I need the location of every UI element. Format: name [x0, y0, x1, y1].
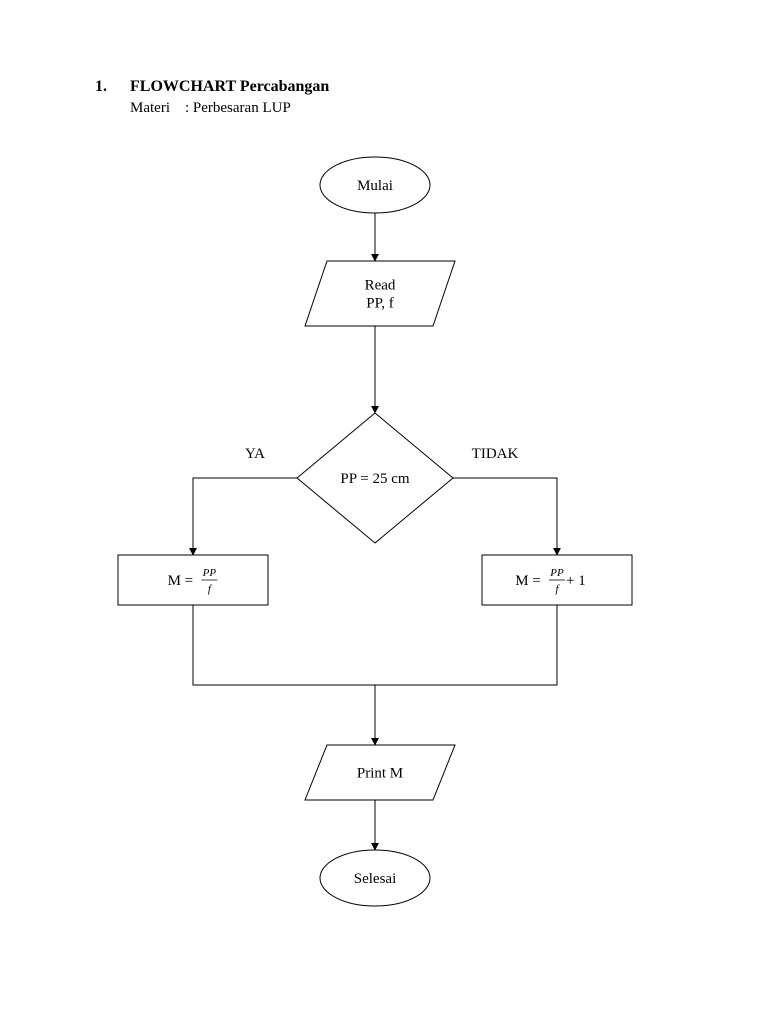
- svg-text:Print M: Print M: [357, 766, 403, 782]
- node-procL: M = PPf: [118, 555, 268, 605]
- branch-label-no: TIDAK: [472, 446, 519, 462]
- branch-label-yes: YA: [245, 446, 265, 462]
- svg-text:PP, f: PP, f: [366, 296, 394, 312]
- node-print: Print M: [305, 745, 455, 800]
- node-read: Read PP, f: [305, 261, 455, 326]
- svg-text:+ 1: + 1: [566, 573, 586, 589]
- edge: [453, 478, 557, 555]
- page: 1. FLOWCHART Percabangan Materi : Perbes…: [0, 0, 768, 1024]
- svg-text:PP: PP: [202, 567, 217, 579]
- node-end: Selesai: [320, 850, 430, 906]
- edge: [193, 605, 375, 685]
- node-decision: PP = 25 cm: [297, 413, 453, 543]
- svg-text:M =: M =: [515, 573, 541, 589]
- node-procR: M = PPf + 1: [482, 555, 632, 605]
- svg-text:PP = 25 cm: PP = 25 cm: [340, 471, 409, 487]
- svg-text:Mulai: Mulai: [357, 178, 393, 194]
- node-start: Mulai: [320, 157, 430, 213]
- edge: [375, 605, 557, 685]
- nodes-group: Mulai Read PP, f PP = 25 cm M = PPf M = PPf +…: [118, 157, 632, 906]
- svg-text:PP: PP: [549, 567, 564, 579]
- flowchart-svg: YATIDAK MulaiReadPP, fPP = 25 cmM = PPfM…: [0, 0, 768, 1024]
- svg-text:M =: M =: [168, 573, 194, 589]
- edge: [193, 478, 297, 555]
- svg-text:Selesai: Selesai: [354, 871, 397, 887]
- svg-text:Read: Read: [365, 278, 396, 294]
